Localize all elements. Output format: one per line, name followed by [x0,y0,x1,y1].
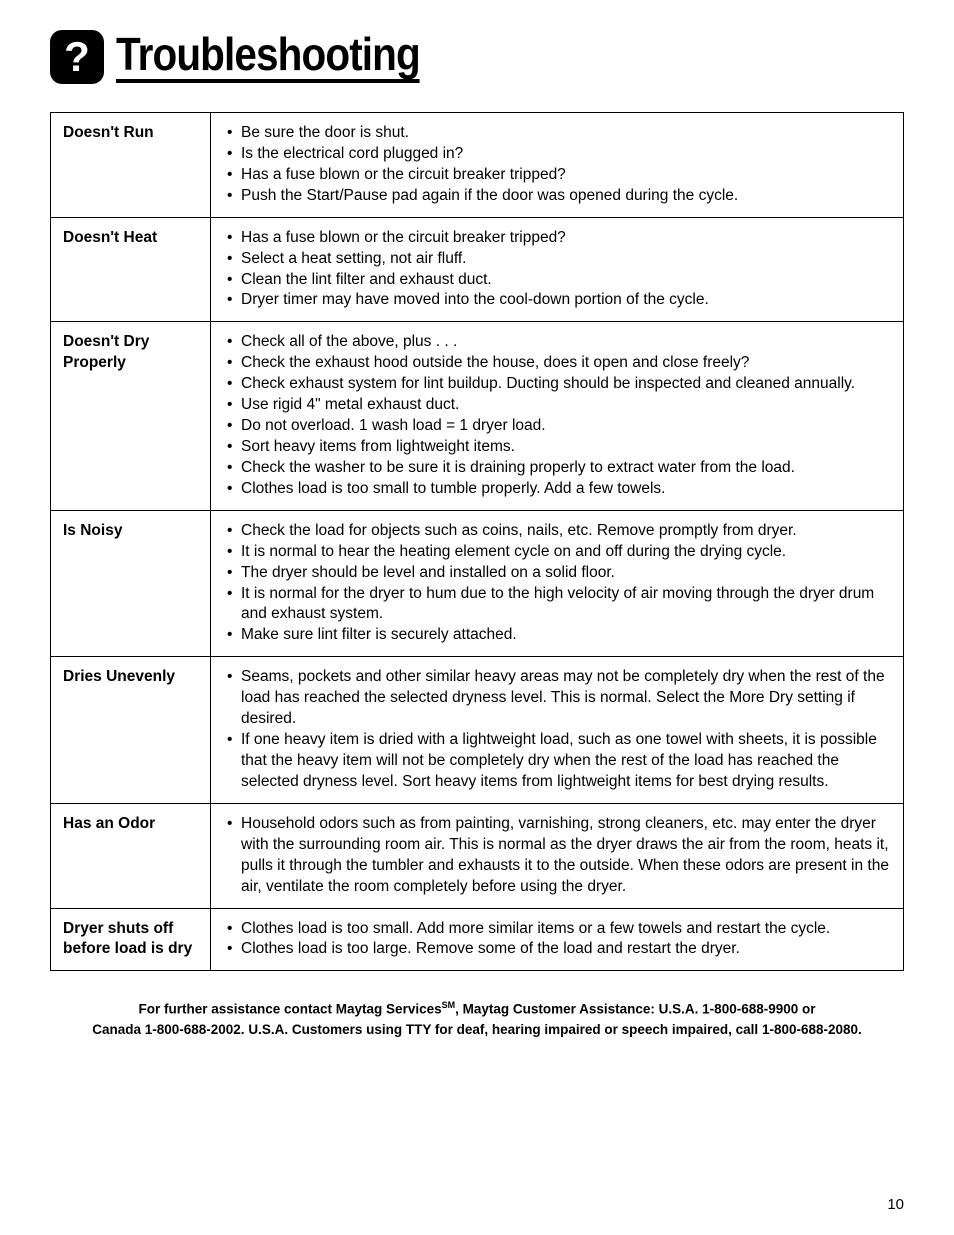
issue-label: Has an Odor [51,803,211,908]
table-row: Dryer shuts off before load is dry Clothe… [51,908,904,971]
solution-item: It is normal to hear the heating element… [241,542,891,563]
issue-label: Doesn't Heat [51,217,211,322]
issue-label: Doesn't Run [51,113,211,218]
footer-sm: SM [442,1000,456,1010]
solution-list: Check all of the above, plus . . .Check … [223,332,891,499]
issue-label: Dryer shuts off before load is dry [51,908,211,971]
solution-list: Household odors such as from painting, v… [223,814,891,898]
table-row: Doesn't RunBe sure the door is shut.Is t… [51,113,904,218]
issue-solutions: Clothes load is too small. Add more simi… [211,908,904,971]
table-row: Doesn't Heat Has a fuse blown or the circ… [51,217,904,322]
solution-item: If one heavy item is dried with a lightw… [241,730,891,793]
issue-solutions: Seams, pockets and other similar heavy a… [211,657,904,804]
footer-line2: Canada 1-800-688-2002. U.S.A. Customers … [92,1022,862,1037]
footer-line1b: , Maytag Customer Assistance: U.S.A. 1-8… [455,1002,815,1017]
issue-solutions: Be sure the door is shut.Is the electric… [211,113,904,218]
solution-item: Check the washer to be sure it is draini… [241,458,891,479]
troubleshooting-table: Doesn't RunBe sure the door is shut.Is t… [50,112,904,971]
solution-item: Do not overload. 1 wash load = 1 dryer l… [241,416,891,437]
solution-item: Sort heavy items from lightweight items. [241,437,891,458]
issue-solutions: Household odors such as from painting, v… [211,803,904,908]
solution-item: It is normal for the dryer to hum due to… [241,584,891,626]
issue-label: Is Noisy [51,510,211,657]
question-icon: ? [50,30,104,84]
solution-list: Seams, pockets and other similar heavy a… [223,667,891,793]
issue-label: Dries Unevenly [51,657,211,804]
solution-item: Select a heat setting, not air fluff. [241,249,891,270]
solution-item: Clothes load is too small to tumble prop… [241,479,891,500]
table-row: Is Noisy Check the load for objects such … [51,510,904,657]
solution-item: Check all of the above, plus . . . [241,332,891,353]
solution-item: The dryer should be level and installed … [241,563,891,584]
page-title: Troubleshooting [116,31,420,83]
solution-item: Be sure the door is shut. [241,123,891,144]
solution-item: Check the load for objects such as coins… [241,521,891,542]
solution-item: Clothes load is too small. Add more simi… [241,919,891,940]
solution-item: Clean the lint filter and exhaust duct. [241,270,891,291]
solution-item: Has a fuse blown or the circuit breaker … [241,228,891,249]
page-header: ? Troubleshooting [50,30,904,84]
footer-assistance: For further assistance contact Maytag Se… [50,999,904,1040]
solution-list: Clothes load is too small. Add more simi… [223,919,891,961]
issue-solutions: Check all of the above, plus . . .Check … [211,322,904,510]
solution-item: Has a fuse blown or the circuit breaker … [241,165,891,186]
solution-item: Make sure lint filter is securely attach… [241,625,891,646]
solution-item: Use rigid 4" metal exhaust duct. [241,395,891,416]
question-mark-glyph: ? [64,36,90,78]
solution-item: Is the electrical cord plugged in? [241,144,891,165]
solution-item: Check exhaust system for lint buildup. D… [241,374,891,395]
page-number: 10 [887,1196,904,1213]
table-row: Dries Unevenly Seams, pockets and other s… [51,657,904,804]
solution-list: Be sure the door is shut.Is the electric… [223,123,891,207]
solution-item: Dryer timer may have moved into the cool… [241,290,891,311]
solution-item: Seams, pockets and other similar heavy a… [241,667,891,730]
solution-item: Push the Start/Pause pad again if the do… [241,186,891,207]
solution-list: Has a fuse blown or the circuit breaker … [223,228,891,312]
issue-label: Doesn't Dry Properly [51,322,211,510]
solution-item: Clothes load is too large. Remove some o… [241,939,891,960]
issue-solutions: Has a fuse blown or the circuit breaker … [211,217,904,322]
table-row: Doesn't Dry ProperlyCheck all of the abo… [51,322,904,510]
issue-solutions: Check the load for objects such as coins… [211,510,904,657]
solution-item: Check the exhaust hood outside the house… [241,353,891,374]
footer-line1a: For further assistance contact Maytag Se… [138,1002,441,1017]
solution-item: Household odors such as from painting, v… [241,814,891,898]
solution-list: Check the load for objects such as coins… [223,521,891,647]
table-row: Has an Odor Household odors such as from … [51,803,904,908]
